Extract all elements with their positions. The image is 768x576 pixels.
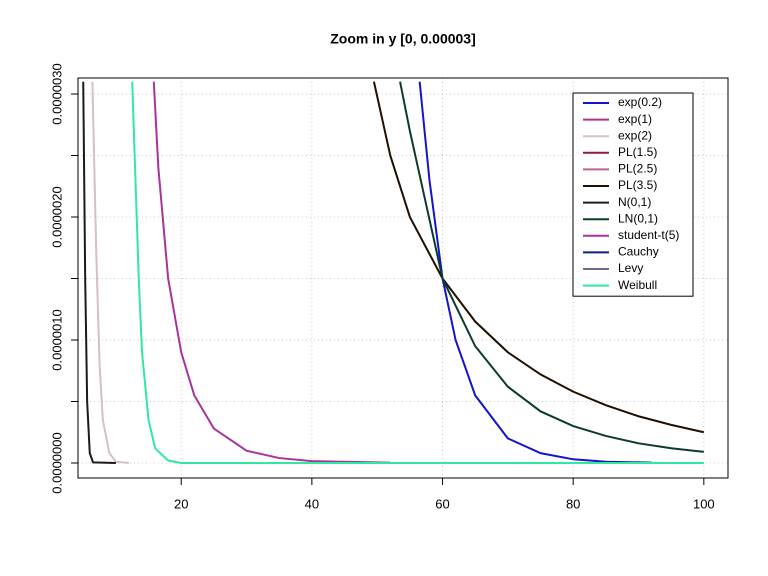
x-tick-label: 20 [174,496,188,511]
legend-label: student-t(5) [618,228,679,242]
plot-frame [77,77,729,479]
legend-label: Levy [618,261,643,275]
series-line [82,81,116,464]
legend-label: PL(2.5) [618,162,657,176]
y-tick-label: 0.0000010 [49,309,64,370]
legend-label: PL(3.5) [618,178,657,192]
legend-label: LN(0,1) [618,211,658,225]
series-line [372,81,705,434]
series-line [91,81,130,464]
legend-label: PL(1.5) [618,145,657,159]
series-line [131,81,704,464]
legend-label: Cauchy [618,245,659,259]
x-tick-label: 40 [305,496,319,511]
legend-box [572,92,694,297]
y-tick-label: 0.0000030 [49,63,64,124]
legend-label: exp(0.2) [618,95,662,109]
x-tick-label: 60 [435,496,449,511]
legend-label: Weibull [618,278,657,292]
series-line [399,81,704,453]
legend-label: N(0,1) [618,195,651,209]
x-tick-label: 80 [566,496,580,511]
legend-label: exp(1) [618,112,652,126]
x-tick-label: 100 [693,496,715,511]
chart-title: Zoom in y [0, 0.00003] [330,31,476,47]
y-tick-label: 0.0000020 [49,186,64,247]
plot-lines [82,81,705,464]
legend-label: exp(2) [618,128,652,142]
series-line [418,81,652,464]
y-tick-label: 0.0000000 [49,432,64,493]
series-line [152,81,391,464]
